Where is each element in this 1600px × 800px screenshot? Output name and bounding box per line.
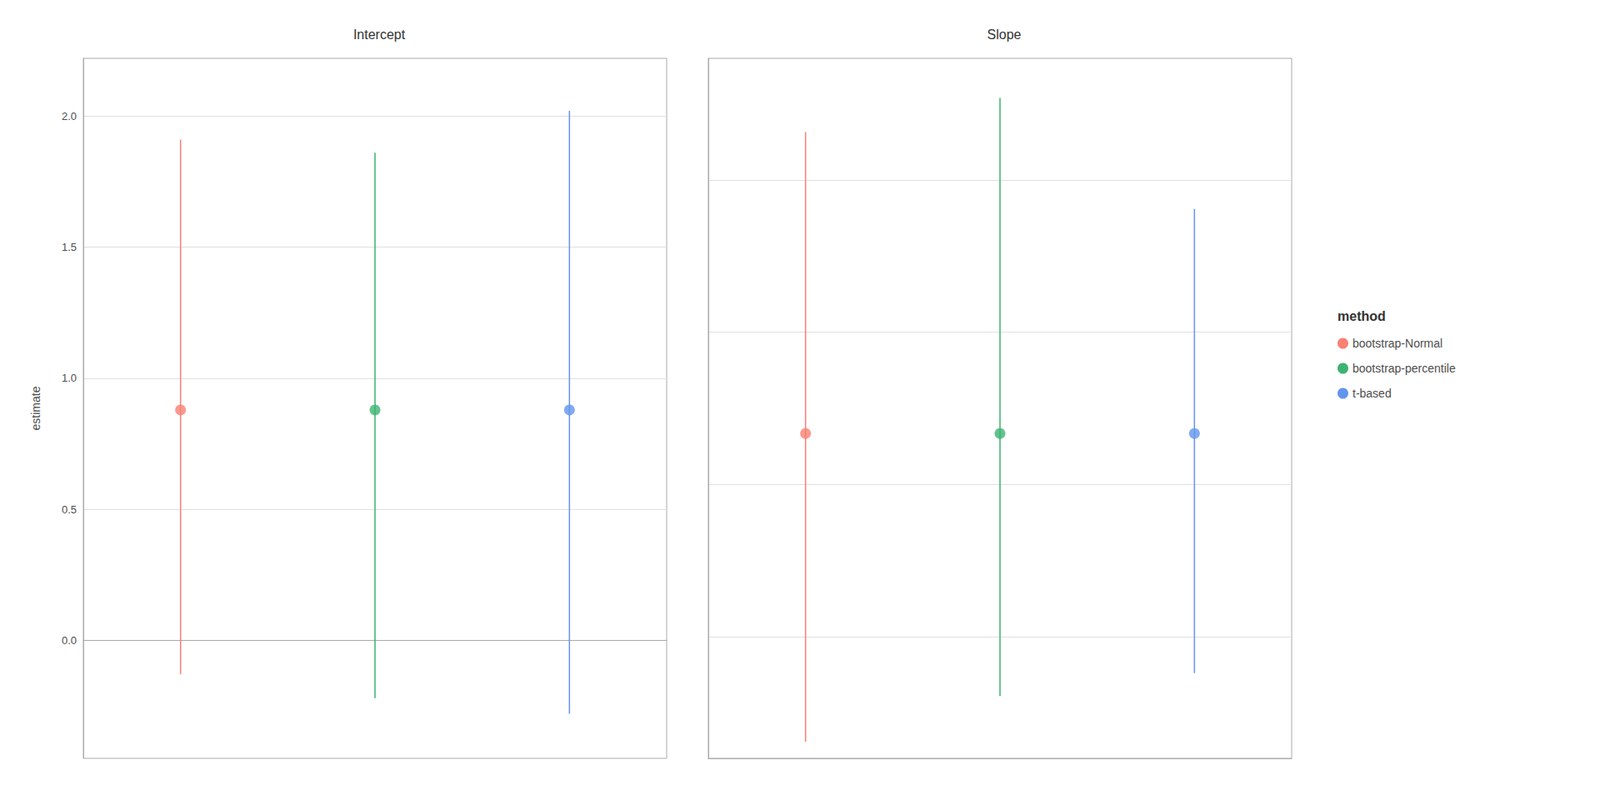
svg-text:estimate: estimate [29,385,43,430]
svg-text:bootstrap-Normal: bootstrap-Normal [1352,336,1443,350]
svg-text:Intercept: Intercept [353,27,406,42]
svg-text:2.0: 2.0 [61,110,77,123]
svg-text:Slope: Slope [987,27,1022,42]
svg-text:1.0: 1.0 [61,371,77,385]
svg-text:t-based: t-based [1352,386,1392,400]
svg-text:bootstrap-percentile: bootstrap-percentile [1352,361,1456,375]
svg-text:0.0: 0.0 [61,634,77,647]
svg-text:method: method [1337,309,1386,324]
svg-text:0.5: 0.5 [61,503,77,516]
svg-text:1.5: 1.5 [61,240,77,254]
